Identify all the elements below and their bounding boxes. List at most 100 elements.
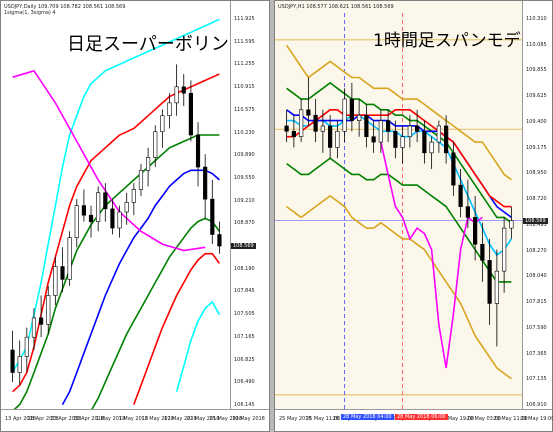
h1-price-axis[interactable]: 110.310 110.085 109.855 109.625 109.400 109.1… (522, 1, 552, 411)
series-line (12, 69, 206, 252)
x-tick-label: 11 May 2018 (141, 416, 174, 422)
y-tick-label: 110.085 (526, 41, 547, 48)
series-line (175, 300, 221, 392)
daily-price-axis[interactable]: 111.925 111.595 111.255 110.915 110.575 110.2… (230, 1, 269, 411)
h1-plot-area[interactable]: USDJPY,H1 108.577 108.621 108.561 108.56… (275, 1, 523, 411)
x-tick-label: 25 May 11:00 (305, 416, 341, 422)
h1-chart-title: 1時間足スパンモデル (373, 31, 523, 51)
x-tick-label: 29 May 19:00 (520, 416, 553, 422)
daily-plot-area[interactable]: USDJPY,Daily 109.709 108.782 108.561 108… (1, 1, 231, 411)
candle-body (473, 217, 478, 245)
series-line (286, 157, 512, 283)
y-tick-label: 109.625 (526, 93, 547, 100)
h1-chart-svg (275, 13, 523, 411)
y-tick-label: 107.845 (234, 288, 255, 295)
y-tick-label: 106.825 (234, 356, 255, 363)
candle-body (458, 184, 463, 207)
candle-body (364, 114, 369, 138)
candle-body (110, 208, 115, 229)
x-tick-label: 23 Apr 2018 (50, 416, 82, 422)
daily-symbol-header: USDJPY,Daily 109.709 108.782 108.561 108… (4, 4, 126, 10)
x-tick-label: 1 May 2018 (95, 416, 126, 422)
candle-body (39, 317, 44, 325)
candle-body (328, 125, 333, 148)
candle-body (291, 131, 296, 138)
candle-body (502, 227, 507, 272)
candle-body (357, 114, 362, 121)
y-tick-label: 107.135 (526, 376, 547, 383)
y-tick-label: 107.365 (526, 350, 547, 357)
x-tick-label: 17 May 2018 (164, 416, 197, 422)
daily-chart-window[interactable]: USDJPY,Daily 109.709 108.782 108.561 108… (0, 0, 270, 432)
x-tick-label: 26 Apr 2018 (73, 416, 105, 422)
y-tick-label: 108.270 (526, 247, 547, 254)
x-tick-label: 30 May 19:00 (439, 416, 475, 422)
candle-body (88, 214, 94, 222)
x-highlight-label: 28 May 2018 06:00 (395, 414, 448, 420)
y-tick-label: 106.910 (526, 402, 547, 408)
candle-body (174, 86, 179, 104)
y-tick-label: 109.400 (526, 118, 547, 125)
y-tick-label: 108.870 (234, 220, 255, 227)
candle-body (103, 192, 108, 210)
h1-chart-window[interactable]: USDJPY,H1 108.577 108.621 108.561 108.56… (274, 0, 553, 432)
y-tick-label: 108.720 (526, 196, 547, 203)
y-tick-label: 111.595 (234, 38, 255, 45)
series-line (380, 141, 483, 369)
y-tick-label: 109.890 (234, 152, 255, 159)
candle-body (320, 125, 325, 132)
candle-body (131, 189, 136, 203)
x-tick-label: 29 May 03:00 (466, 416, 501, 422)
candle-body (436, 125, 441, 143)
candle-body (160, 115, 165, 133)
candle-body (17, 356, 22, 373)
y-tick-label: 109.210 (234, 197, 255, 204)
candle-body (335, 131, 340, 148)
y-tick-label: 106.145 (234, 402, 255, 408)
candle-body (400, 136, 405, 148)
candle-body (284, 125, 289, 132)
candle-body (124, 202, 129, 213)
candle-body (24, 336, 29, 357)
x-tick-label: 29 May 11:00 (493, 416, 528, 422)
candle-body (60, 266, 65, 280)
x-tick-label: 22 May 2018 (186, 416, 220, 422)
y-tick-label: 110.575 (234, 106, 255, 113)
daily-chart-title: 日足スーパーボリンジャー (67, 34, 231, 55)
x-tick-label: 7 May 2018 (118, 416, 149, 422)
y-tick-label: 111.255 (234, 61, 255, 68)
candle-body (487, 260, 492, 304)
candle-body (378, 120, 383, 143)
candle-body (53, 266, 58, 296)
y-tick-label: 110.310 (526, 16, 547, 22)
series-line (285, 44, 512, 181)
candle-body (509, 220, 514, 229)
x-tick-label: 25 May 2018 (209, 416, 243, 422)
candle-body (313, 114, 318, 132)
series-line (286, 109, 512, 208)
candle-body (465, 206, 470, 218)
candle-body (393, 131, 398, 148)
y-tick-label: 108.950 (526, 170, 547, 177)
daily-time-axis[interactable]: 13 Apr 2018 18 Apr 2018 23 Apr 2018 26 Apr … (1, 409, 269, 431)
y-tick-label: 110.915 (234, 84, 255, 91)
x-highlight-label: 28 May 2018 04:00 (341, 414, 394, 420)
candle-body (167, 102, 172, 117)
series-line (12, 134, 220, 411)
y-tick-label: 107.590 (526, 324, 547, 331)
candle-body (415, 125, 420, 132)
candle-body (210, 198, 215, 235)
candle-body (96, 192, 101, 222)
candle-body (299, 109, 304, 138)
series-line (286, 109, 512, 219)
candle-body (444, 125, 449, 154)
series-line (286, 114, 513, 257)
candle-body (306, 109, 311, 116)
candle-body (342, 98, 347, 132)
x-tick-label: 25 May 2018 (279, 416, 312, 422)
candle-body (494, 270, 499, 304)
candle-body (349, 98, 354, 121)
candle-body (146, 157, 151, 171)
y-tick-label: 108.190 (234, 265, 255, 272)
